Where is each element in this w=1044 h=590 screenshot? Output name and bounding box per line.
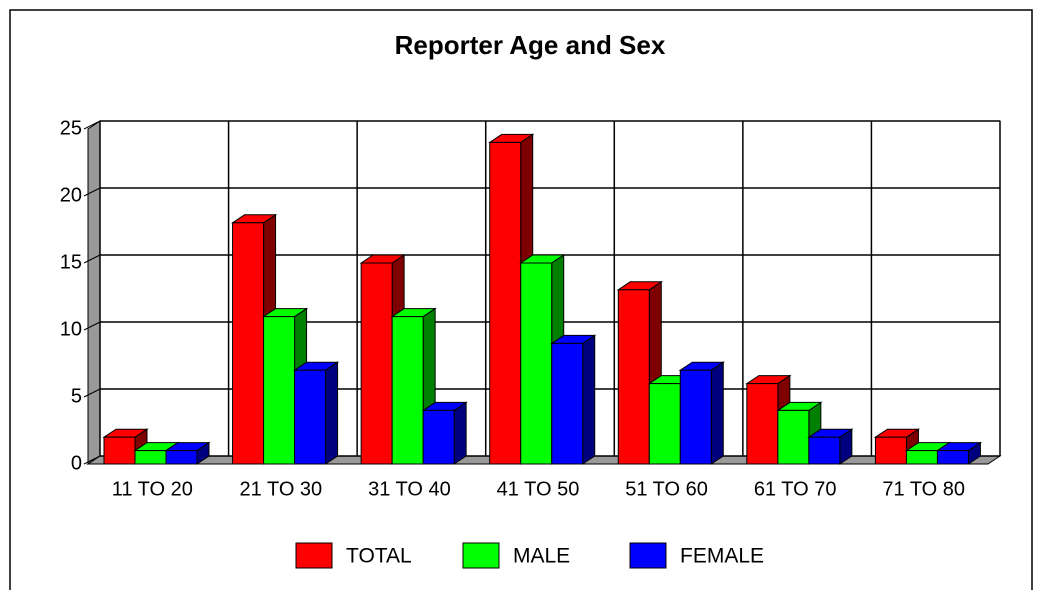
y-tick-label: 0 [71, 452, 82, 474]
bar [520, 262, 553, 465]
y-tick-label: 25 [60, 117, 82, 139]
legend-label: FEMALE [680, 545, 764, 568]
left-wall [87, 120, 101, 465]
frame [9, 9, 1033, 590]
bar [617, 289, 650, 465]
y-tick [83, 321, 101, 331]
x-tick-label: 31 TO 40 [368, 478, 451, 500]
bar-side [325, 361, 339, 465]
x-tick-label: 71 TO 80 [882, 478, 965, 500]
bar-side [453, 401, 467, 465]
legend-label: MALE [513, 545, 570, 568]
bar [391, 316, 424, 465]
bar [489, 141, 522, 465]
bar-side [710, 361, 724, 465]
bar [165, 450, 198, 465]
bar-side [582, 334, 596, 465]
legend-swatch [629, 542, 667, 569]
bar [294, 369, 327, 465]
x-tick-label: 21 TO 30 [240, 478, 323, 500]
y-tick-label: 20 [60, 184, 82, 206]
y-tick [83, 120, 101, 130]
bar [746, 383, 779, 465]
x-tick-label: 41 TO 50 [497, 478, 580, 500]
y-tick-label: 10 [60, 318, 82, 340]
y-tick-label: 5 [71, 385, 82, 407]
bar [232, 222, 265, 465]
y-tick-label: 15 [60, 251, 82, 273]
bar [551, 342, 584, 465]
chart-title: Reporter Age and Sex [395, 30, 666, 60]
bar [360, 262, 393, 465]
legend-swatch [462, 542, 500, 569]
bar [103, 436, 136, 465]
x-tick-label: 11 TO 20 [112, 478, 193, 500]
y-tick [83, 254, 101, 264]
bar [134, 450, 167, 465]
bar [422, 409, 455, 465]
y-tick [83, 455, 101, 465]
bar [777, 409, 810, 465]
x-tick-label: 61 TO 70 [754, 478, 837, 500]
y-tick [83, 388, 101, 398]
bar [648, 383, 681, 465]
y-tick [83, 187, 101, 197]
bar [874, 436, 907, 465]
legend-label: TOTAL [346, 545, 412, 568]
legend-swatch [295, 542, 333, 569]
bar [936, 450, 969, 465]
bar [905, 450, 938, 465]
x-tick-label: 51 TO 60 [625, 478, 708, 500]
bar [263, 316, 296, 465]
bar [808, 436, 841, 465]
bar [679, 369, 712, 465]
